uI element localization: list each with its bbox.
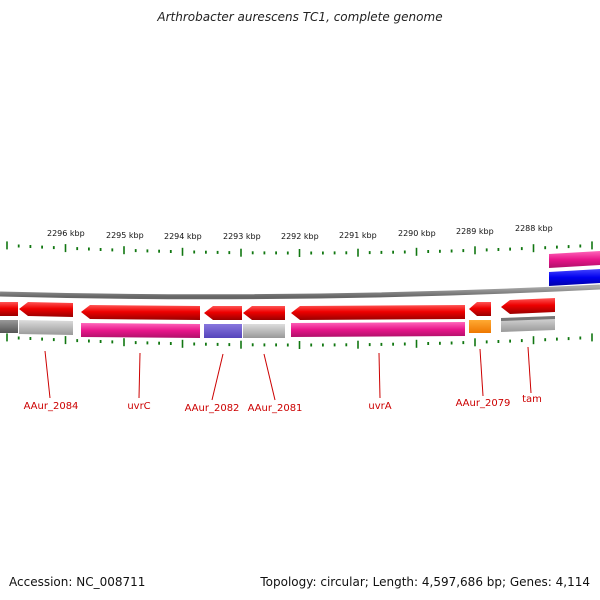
leader-uvrc (138, 352, 141, 399)
gene-label-aaur-2081: AAur_2081 (248, 403, 303, 414)
accession-text: Accession: NC_008711 (9, 575, 146, 589)
gene-label-aaur-2084: AAur_2084 (24, 401, 79, 412)
gene-label-uvra: uvrA (368, 401, 391, 412)
cog-stub-tam (501, 316, 555, 321)
scale-label: 2296 kbp (47, 229, 85, 238)
scale-labels: 2296 kbp 2295 kbp 2294 kbp 2293 kbp 2292… (47, 224, 553, 241)
cds-arrow-tam (501, 298, 555, 314)
cds-arrow-left-edge (0, 302, 18, 316)
scale-label: 2293 kbp (223, 232, 261, 241)
genome-backbone (0, 284, 600, 300)
scale-label: 2288 kbp (515, 224, 553, 233)
leader-aaur-2079 (479, 348, 484, 397)
cds-arrow-uvra (291, 305, 465, 320)
cog-block-aaur-2081 (243, 324, 285, 338)
scale-label: 2295 kbp (106, 231, 144, 240)
scale-label: 2290 kbp (398, 229, 436, 238)
cds-arrow-aaur-2082 (204, 306, 242, 320)
cds-arrow-aaur-2081 (243, 306, 285, 320)
map-title: Arthrobacter aurescens TC1, complete gen… (157, 10, 443, 24)
scale-label: 2294 kbp (164, 232, 202, 241)
cds-arrow-aaur-2084 (19, 302, 73, 317)
gene-label-aaur-2079: AAur_2079 (456, 398, 511, 409)
gene-label-leaders (44, 346, 532, 401)
leader-tam (527, 346, 532, 394)
leader-aaur-2081 (263, 353, 276, 401)
gene-label-tam: tam (522, 394, 542, 405)
cog-block-uvrc (81, 323, 200, 338)
cds-arrow-aaur-2079 (469, 302, 491, 316)
cog-block-aaur-2082 (204, 324, 242, 338)
scale-ticks-inner (6, 333, 593, 349)
scale-ticks-outer (6, 241, 593, 257)
cog-block-aaur-2084 (19, 320, 73, 335)
genome-summary-text: Topology: circular; Length: 4,597,686 bp… (260, 575, 590, 589)
leader-aaur-2082 (211, 353, 224, 401)
leader-uvra (378, 352, 381, 399)
cds-forward-right (549, 251, 600, 268)
cog-forward-right (549, 269, 600, 286)
scale-label: 2289 kbp (456, 227, 494, 236)
cds-arrow-uvrc (81, 305, 200, 320)
gene-label-aaur-2082: AAur_2082 (185, 403, 240, 414)
leader-aaur-2084 (44, 350, 51, 399)
cog-block-aaur-2079 (469, 320, 491, 333)
scale-label: 2291 kbp (339, 231, 377, 240)
cog-block-left-edge (0, 320, 18, 333)
gene-labels: AAur_2084 uvrC AAur_2082 AAur_2081 uvrA … (24, 394, 542, 414)
scale-label: 2292 kbp (281, 232, 319, 241)
cog-block-uvra (291, 322, 465, 337)
gene-label-uvrc: uvrC (127, 401, 150, 412)
